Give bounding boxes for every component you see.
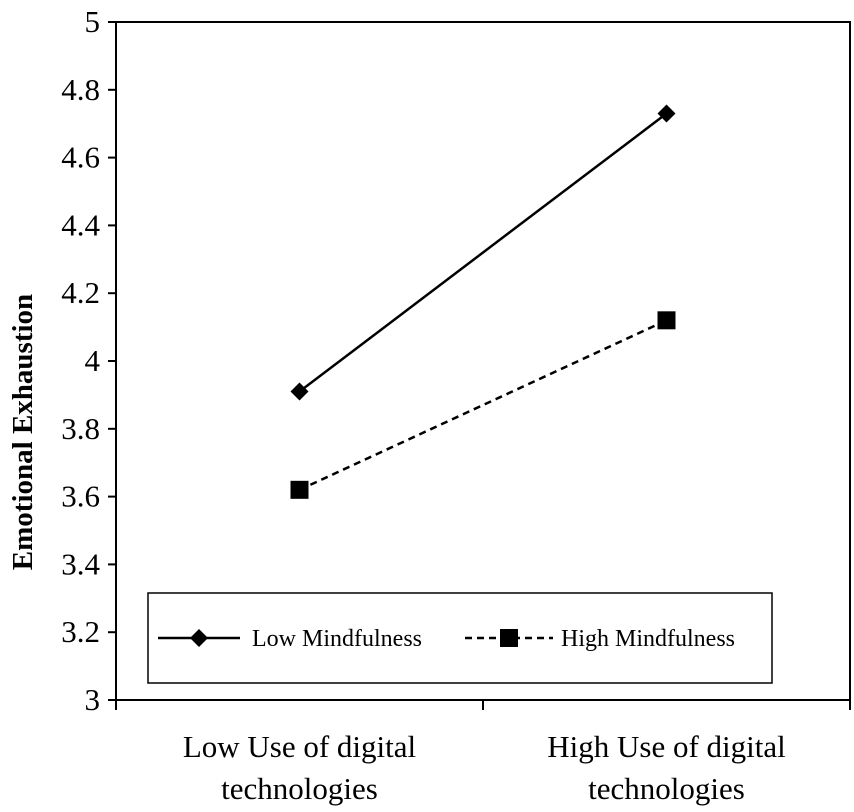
- y-tick-label: 4: [85, 343, 101, 378]
- data-point-square: [657, 311, 676, 330]
- x-category-label-line: technologies: [221, 771, 378, 806]
- y-tick-label: 4.6: [61, 140, 100, 175]
- y-tick-label: 3.6: [61, 479, 100, 514]
- legend-box: [147, 592, 773, 684]
- y-tick-label: 3: [85, 682, 101, 717]
- series-diamond: [290, 104, 676, 401]
- series-layer: [290, 104, 676, 499]
- y-axis-title: Emotional Exhaustion: [7, 294, 39, 570]
- x-category-label-line: Low Use of digital: [183, 729, 416, 764]
- data-point-square: [290, 480, 309, 499]
- legend-marker-diamond: [190, 629, 208, 647]
- y-tick-label: 3.2: [61, 614, 100, 649]
- series-line: [298, 319, 668, 491]
- series-square: [290, 311, 676, 499]
- y-tick-label: 4.8: [61, 72, 100, 107]
- y-tick-label: 4.2: [61, 275, 100, 310]
- data-point-diamond: [657, 104, 676, 123]
- y-tick-label: 3.8: [61, 411, 100, 446]
- y-axis-ticks: 3 3.2 3.4 3.6 3.8 4 4.2 4.4 4.6 4.8 5: [61, 4, 116, 717]
- legend-marker-square: [500, 629, 518, 647]
- series-line: [298, 112, 668, 393]
- legend-label: High Mindfulness: [561, 626, 735, 652]
- legend: Low Mindfulness High Mindfulness: [147, 592, 773, 684]
- data-point-diamond: [290, 382, 309, 401]
- x-category-label-line: High Use of digital: [547, 729, 786, 764]
- y-tick-label: 3.4: [61, 546, 100, 581]
- legend-label: Low Mindfulness: [252, 626, 422, 652]
- y-tick-label: 4.4: [61, 207, 100, 242]
- x-category-label: High Use of digital technologies: [547, 729, 786, 806]
- x-category-label: Low Use of digital technologies: [183, 729, 416, 806]
- y-tick-label: 5: [85, 4, 101, 39]
- x-category-label-line: technologies: [588, 771, 745, 806]
